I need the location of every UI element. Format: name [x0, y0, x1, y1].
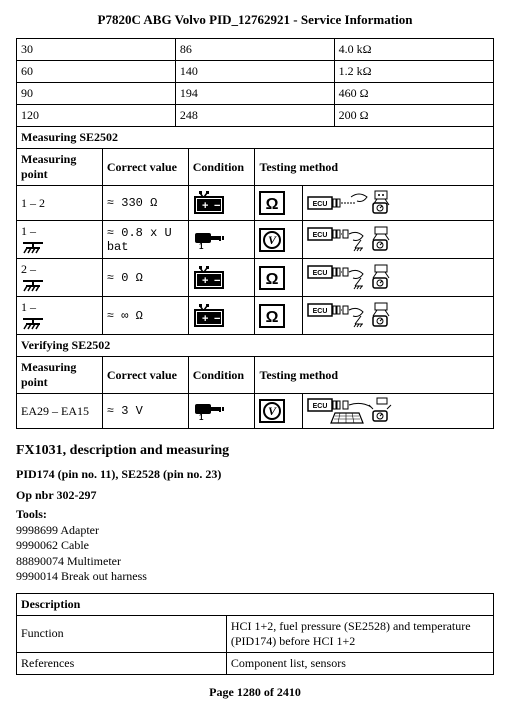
- measuring-point: 1 – 2: [17, 186, 103, 221]
- verifying-title: Verifying SE2502: [17, 335, 494, 357]
- correct-value: ≈ 0 Ω: [102, 259, 188, 297]
- condition-icon: [188, 297, 255, 335]
- testing-method-diagram: [303, 259, 494, 297]
- condition-icon: [188, 186, 255, 221]
- page-header: P7820C ABG Volvo PID_12762921 - Service …: [16, 12, 494, 28]
- table-cell: 86: [175, 39, 334, 61]
- test-symbol-icon: [255, 259, 303, 297]
- correct-value: ≈ ∞ Ω: [102, 297, 188, 335]
- table-cell: 30: [17, 39, 176, 61]
- tool-item: 9990062 Cable: [16, 538, 89, 552]
- condition-icon: [188, 221, 255, 259]
- column-header: Testing method: [255, 149, 494, 186]
- table-cell: 1.2 kΩ: [334, 61, 493, 83]
- page-footer: Page 1280 of 2410: [16, 685, 494, 700]
- correct-value: ≈ 330 Ω: [102, 186, 188, 221]
- pid-line: PID174 (pin no. 11), SE2528 (pin no. 23): [16, 467, 494, 482]
- correct-value: ≈ 3 V: [102, 394, 188, 429]
- testing-method-diagram: [303, 186, 494, 221]
- correct-value: ≈ 0.8 x U bat: [102, 221, 188, 259]
- table-cell: 140: [175, 61, 334, 83]
- tool-item: 9990014 Break out harness: [16, 569, 147, 583]
- tools-label: Tools:: [16, 507, 47, 521]
- tools-block: Tools: 9998699 Adapter9990062 Cable 88890…: [16, 507, 494, 585]
- desc-header: Description: [17, 593, 494, 615]
- ground-icon: [21, 315, 98, 331]
- table-cell: 460 Ω: [334, 83, 493, 105]
- test-symbol-icon: [255, 221, 303, 259]
- table-cell: HCI 1+2, fuel pressure (SE2528) and temp…: [226, 615, 493, 652]
- measuring-point: EA29 – EA15: [17, 394, 103, 429]
- table-cell: 200 Ω: [334, 105, 493, 127]
- resistance-table: 30864.0 kΩ 601401.2 kΩ 90194460 Ω 120248200…: [16, 38, 494, 127]
- table-cell: 248: [175, 105, 334, 127]
- column-header: Correct value: [102, 357, 188, 394]
- test-symbol-icon: [255, 394, 303, 429]
- ground-icon: [21, 277, 98, 293]
- column-header: Measuring point: [17, 357, 103, 394]
- test-symbol-icon: [255, 186, 303, 221]
- description-table: Description FunctionHCI 1+2, fuel pressu…: [16, 593, 494, 675]
- tool-item: 9998699 Adapter: [16, 523, 99, 537]
- condition-icon: [188, 259, 255, 297]
- column-header: Correct value: [102, 149, 188, 186]
- measuring-point: 1 –: [17, 297, 103, 335]
- fx-title: FX1031, description and measuring: [16, 443, 494, 459]
- measuring-table: Measuring SE2502 Measuring pointCorrect …: [16, 126, 494, 429]
- table-cell: 120: [17, 105, 176, 127]
- table-cell: References: [17, 652, 227, 674]
- testing-method-diagram: [303, 297, 494, 335]
- condition-icon: [188, 394, 255, 429]
- table-cell: 90: [17, 83, 176, 105]
- testing-method-diagram: [303, 221, 494, 259]
- measuring-title: Measuring SE2502: [17, 127, 494, 149]
- test-symbol-icon: [255, 297, 303, 335]
- table-cell: Component list, sensors: [226, 652, 493, 674]
- column-header: Measuring point: [17, 149, 103, 186]
- table-cell: Function: [17, 615, 227, 652]
- column-header: Condition: [188, 149, 255, 186]
- table-cell: 194: [175, 83, 334, 105]
- column-header: Testing method: [255, 357, 494, 394]
- measuring-point: 2 –: [17, 259, 103, 297]
- testing-method-diagram: [303, 394, 494, 429]
- tool-item: 88890074 Multimeter: [16, 554, 121, 568]
- ground-icon: [21, 239, 98, 255]
- column-header: Condition: [188, 357, 255, 394]
- table-cell: 60: [17, 61, 176, 83]
- measuring-point: 1 –: [17, 221, 103, 259]
- table-cell: 4.0 kΩ: [334, 39, 493, 61]
- op-line: Op nbr 302-297: [16, 488, 494, 503]
